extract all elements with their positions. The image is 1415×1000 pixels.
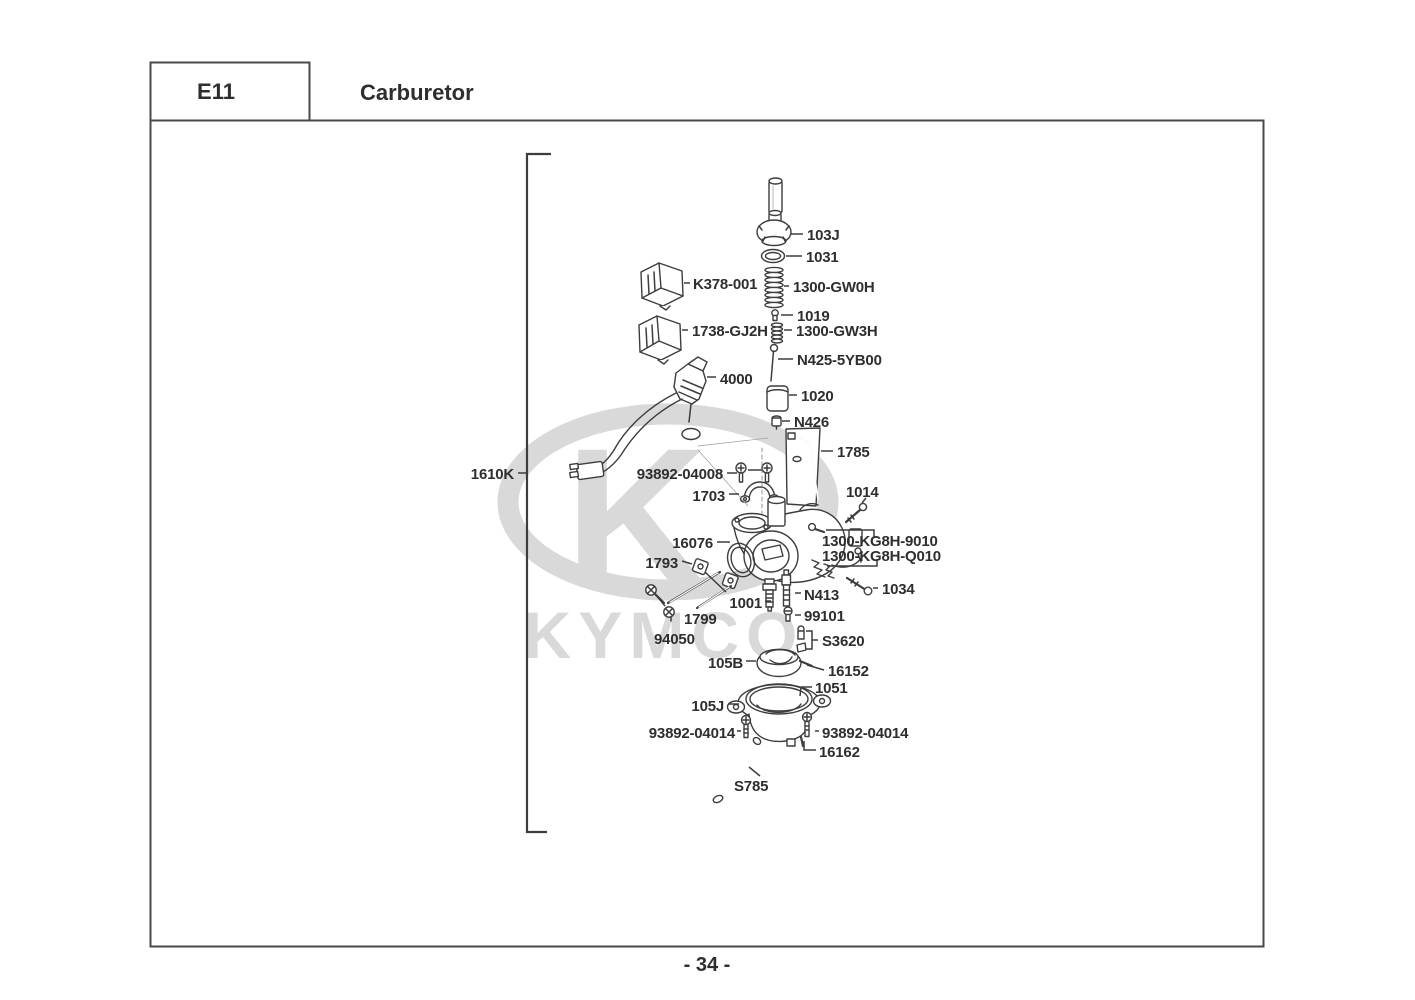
part-label-n425-5yb00: N425-5YB00 bbox=[797, 352, 882, 369]
rubber-boot-drawing bbox=[640, 262, 684, 311]
part-label-1031: 1031 bbox=[806, 249, 839, 266]
tube-assembly-drawing bbox=[785, 427, 821, 507]
part-label-s785: S785 bbox=[734, 778, 768, 795]
part-label-1300-kg8h-q010: 1300-KG8H-Q010 bbox=[822, 548, 941, 565]
kymco-brand-watermark: KYMCO bbox=[524, 598, 805, 672]
section-code: E11 bbox=[197, 79, 235, 104]
part-label-4000: 4000 bbox=[720, 371, 753, 388]
rubber-cover-drawing bbox=[638, 315, 682, 365]
pan-screws-drawing bbox=[735, 462, 773, 483]
needle-holder-tube-drawing bbox=[768, 177, 783, 214]
overflow-pipe-drawing bbox=[799, 735, 805, 748]
seat-piece-drawing bbox=[771, 309, 779, 322]
starter-plunger-drawing bbox=[766, 385, 789, 412]
section-title: Carburetor bbox=[360, 80, 474, 105]
part-label-105j: 105J bbox=[691, 698, 724, 715]
part-label-1019: 1019 bbox=[797, 308, 830, 325]
part-label-1738-gj2h: 1738-GJ2H bbox=[692, 323, 768, 340]
drain-hose-drawing bbox=[712, 736, 762, 804]
part-label-1785: 1785 bbox=[837, 444, 870, 461]
part-label-1610k: 1610K bbox=[471, 466, 515, 483]
part-label-1051: 1051 bbox=[815, 680, 848, 697]
page-number: - 34 - bbox=[684, 954, 731, 976]
part-label-105b: 105B bbox=[708, 655, 743, 672]
part-label-1034: 1034 bbox=[882, 581, 915, 598]
kymco-k-logo-icon: K bbox=[565, 407, 708, 628]
needle-spring-drawing bbox=[770, 322, 784, 344]
leader-lines bbox=[518, 233, 878, 777]
jet-needle-drawing bbox=[769, 343, 779, 382]
part-label-1703: 1703 bbox=[692, 488, 725, 505]
part-label-1799: 1799 bbox=[684, 611, 717, 628]
top-cap-drawing bbox=[756, 209, 792, 247]
part-label-16152: 16152 bbox=[828, 663, 869, 680]
studs-and-nuts-drawing bbox=[666, 558, 739, 610]
o-ring-drawing bbox=[760, 248, 786, 264]
part-label-16076: 16076 bbox=[672, 535, 713, 552]
adjust-screw-drawing bbox=[807, 522, 826, 578]
part-label-s3620: S3620 bbox=[822, 633, 864, 650]
small-valve-drawing bbox=[771, 415, 782, 430]
part-label-n426: N426 bbox=[794, 414, 829, 431]
flange-gasket-drawing bbox=[726, 542, 756, 578]
part-number-labels: 103J 1031 K378-001 1300-GW0H 1019 1738-G… bbox=[471, 227, 941, 795]
part-label-1793: 1793 bbox=[645, 555, 678, 572]
part-label-n413: N413 bbox=[804, 587, 839, 604]
part-label-k378-001: K378-001 bbox=[693, 276, 757, 293]
throttle-spring-drawing bbox=[764, 266, 784, 309]
auto-bystarter-drawing bbox=[569, 356, 708, 481]
part-label-1020: 1020 bbox=[801, 388, 834, 405]
part-label-93892-04014-left: 93892-04014 bbox=[649, 725, 736, 742]
screw-1014-drawing bbox=[844, 502, 868, 524]
carburetor-body-drawing bbox=[697, 437, 863, 584]
needle-jet-drawing bbox=[781, 569, 792, 607]
exploded-part-drawings bbox=[569, 177, 873, 804]
float-valve-drawing bbox=[796, 625, 807, 653]
slow-jet-drawing bbox=[783, 606, 793, 622]
part-label-94050: 94050 bbox=[654, 631, 695, 648]
part-label-1300-kg8h-9010: 1300-KG8H-9010 bbox=[822, 533, 938, 550]
bowl-screws-drawing bbox=[740, 711, 813, 739]
part-label-16162: 16162 bbox=[819, 744, 860, 761]
kymco-watermark: K KYMCO bbox=[497, 403, 839, 672]
assembly-group-bracket bbox=[525, 152, 551, 834]
part-label-1001: 1001 bbox=[729, 595, 762, 612]
part-label-93892-04008: 93892-04008 bbox=[637, 466, 723, 483]
main-jet-drawing bbox=[762, 578, 777, 612]
part-label-93892-04014-right: 93892-04014 bbox=[822, 725, 909, 742]
part-label-1300-gw0h: 1300-GW0H bbox=[793, 279, 875, 296]
part-label-103j: 103J bbox=[807, 227, 840, 244]
part-label-1300-gw3h: 1300-GW3H bbox=[796, 323, 878, 340]
part-label-1014: 1014 bbox=[846, 484, 879, 501]
page-frame bbox=[149, 61, 1265, 948]
part-label-99101: 99101 bbox=[804, 608, 845, 625]
float-drawing bbox=[756, 648, 802, 678]
